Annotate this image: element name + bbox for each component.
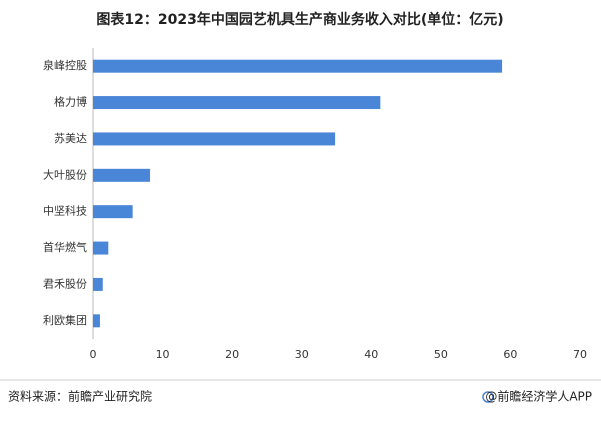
x-tick-label: 50 <box>434 348 448 361</box>
logo-icon <box>482 391 494 403</box>
bar <box>93 314 100 328</box>
y-tick-label: 苏美达 <box>54 132 87 145</box>
bar <box>93 205 133 219</box>
bar <box>93 277 103 291</box>
y-tick-label: 中坚科技 <box>43 204 87 218</box>
y-tick-label: 君禾股份 <box>43 277 87 290</box>
bar <box>93 241 109 255</box>
y-tick-label: 大叶股份 <box>43 167 87 181</box>
bar <box>93 132 336 146</box>
bar <box>93 59 503 73</box>
y-tick-label: 格力博 <box>54 95 87 109</box>
y-tick-label: 泉峰控股 <box>43 58 87 72</box>
x-tick-label: 0 <box>90 348 97 361</box>
x-tick-label: 40 <box>364 348 378 361</box>
x-tick-label: 30 <box>295 348 309 361</box>
credit: @前瞻经济学人APP <box>485 389 592 404</box>
x-tick-label: 10 <box>156 348 170 361</box>
y-tick-label: 利欧集团 <box>43 313 87 327</box>
chart-title: 图表12：2023年中国园艺机具生产商业务收入对比(单位：亿元) <box>96 11 503 28</box>
source: 资料来源：前瞻产业研究院 <box>8 389 152 404</box>
bar <box>93 96 381 110</box>
x-tick-label: 60 <box>503 348 517 361</box>
x-tick-label: 70 <box>573 348 587 361</box>
bar <box>93 168 151 182</box>
x-tick-label: 20 <box>225 348 239 361</box>
y-tick-label: 首华燃气 <box>43 240 87 254</box>
